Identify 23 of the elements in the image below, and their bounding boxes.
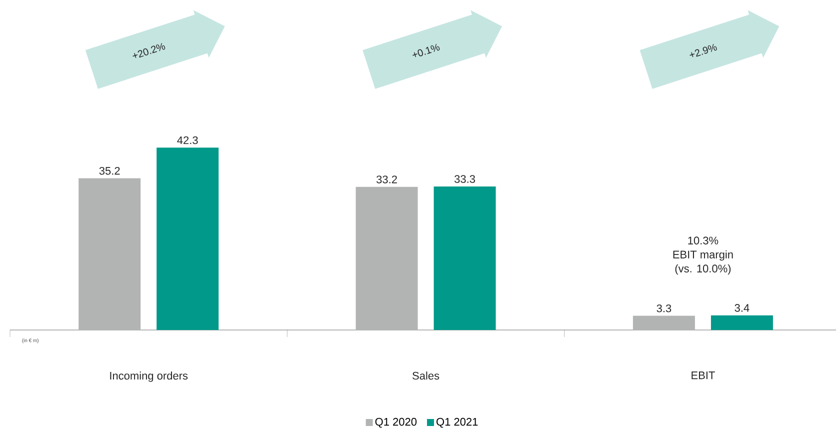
bar <box>710 315 773 330</box>
data-label: 3.3 <box>656 304 672 312</box>
text: +2.9% <box>690 44 717 58</box>
data-label: 33.2 <box>376 176 397 184</box>
bar <box>632 316 695 330</box>
legend-label: Q1 2021 <box>436 418 478 428</box>
bar <box>156 148 219 330</box>
data-label: 3.4 <box>734 304 750 312</box>
x-tick-label: EBIT <box>692 372 715 380</box>
annotation: 10.3% <box>688 236 718 244</box>
annotation: EBIT margin <box>673 250 733 261</box>
bar <box>78 178 141 330</box>
data-label: 35.2 <box>99 166 120 175</box>
legend-label: Q1 2020 <box>375 418 417 428</box>
text: +0.1% <box>412 44 440 58</box>
bar <box>434 186 496 330</box>
text: +20.2% <box>132 42 166 58</box>
x-tick-label: Incoming orders <box>110 372 188 382</box>
x-tick-label: Sales <box>412 372 440 380</box>
data-label: 42.3 <box>177 136 198 144</box>
annotation: (vs. 10.0%) <box>675 264 731 275</box>
data-label: 33.3 <box>454 175 475 183</box>
bar <box>356 186 418 330</box>
